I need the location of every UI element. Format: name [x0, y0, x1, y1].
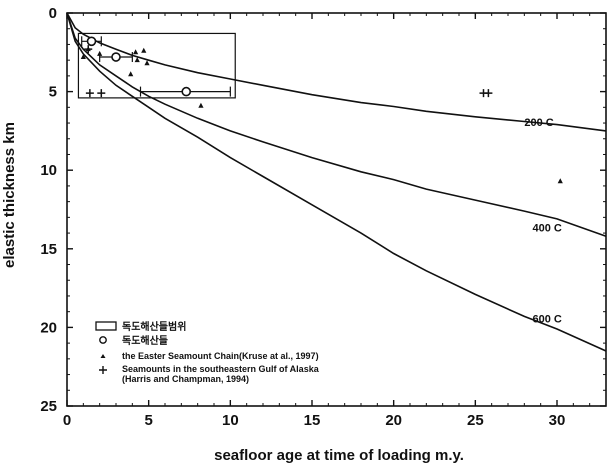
dokdo-point [111, 52, 121, 62]
x-tick-label: 5 [144, 412, 152, 429]
x-tick-label: 0 [63, 412, 71, 429]
x-tick-label: 25 [467, 412, 484, 429]
easter-point [198, 102, 204, 108]
easter-point [134, 57, 140, 63]
legend-label-alaska-ref: (Harris and Champman, 1994) [122, 374, 249, 384]
easter-point [144, 60, 150, 66]
y-tick-label: 5 [49, 84, 57, 101]
dokdo-range-box [77, 32, 236, 99]
y-tick-label: 0 [49, 5, 57, 22]
dokdo-point [181, 86, 192, 97]
legend-swatch-dokdo [99, 336, 107, 344]
easter-point [128, 71, 134, 77]
legend-item-alaska: Seamounts in the southeastern Gulf of Al… [99, 364, 320, 384]
x-axis-title: seafloor age at time of loading m.y. [214, 447, 464, 464]
alaska-point [97, 89, 106, 98]
legend-swatch-easter [100, 354, 106, 358]
easter-point [141, 47, 147, 53]
curve-label-1: 400 C [533, 223, 562, 235]
easter-point [97, 50, 103, 56]
x-tick-label: 15 [304, 412, 321, 429]
curve-label-0: 200 C [524, 117, 553, 129]
legend: 독도해산들범위 독도해산들 the Easter Seamount Chain(… [95, 320, 320, 384]
easter-point [133, 49, 139, 55]
alaska-point [484, 89, 493, 98]
easter-point [80, 54, 86, 60]
y-tick-label: 20 [40, 319, 57, 336]
x-tick-label: 30 [549, 412, 566, 429]
legend-label-alaska: Seamounts in the southeastern Gulf of Al… [122, 364, 320, 374]
y-tick-label: 10 [40, 162, 57, 179]
legend-label-dokdo: 독도해산들 [122, 334, 168, 347]
legend-label-easter: the Easter Seamount Chain(Kruse at al., … [122, 351, 319, 361]
legend-swatch-alaska [99, 366, 107, 374]
curve-label-2: 600 C [533, 314, 562, 326]
curve-0 [66, 12, 607, 132]
x-tick-label: 10 [222, 412, 239, 429]
alaska-point [85, 89, 94, 98]
legend-item-range: 독도해산들범위 [95, 320, 186, 333]
legend-swatch-range [95, 321, 117, 331]
x-tick-label: 20 [385, 412, 402, 429]
legend-label-range: 독도해산들범위 [122, 320, 186, 333]
plot-area: 0 5 10 15 20 25 30 0 5 10 15 20 25 200 C 400 C 600 C [40, 5, 607, 429]
y-tick-label: 15 [40, 241, 57, 258]
curve-1 [66, 12, 607, 237]
plot-frame [66, 12, 607, 407]
legend-item-dokdo: 독도해산들 [99, 334, 168, 347]
dokdo-point [86, 36, 97, 47]
easter-point [557, 178, 563, 184]
legend-item-easter: the Easter Seamount Chain(Kruse at al., … [100, 351, 319, 361]
y-axis-title: elastic thickness km [1, 122, 18, 268]
curve-2 [66, 12, 607, 352]
y-tick-label: 25 [40, 398, 57, 415]
alaska-point [84, 45, 93, 54]
